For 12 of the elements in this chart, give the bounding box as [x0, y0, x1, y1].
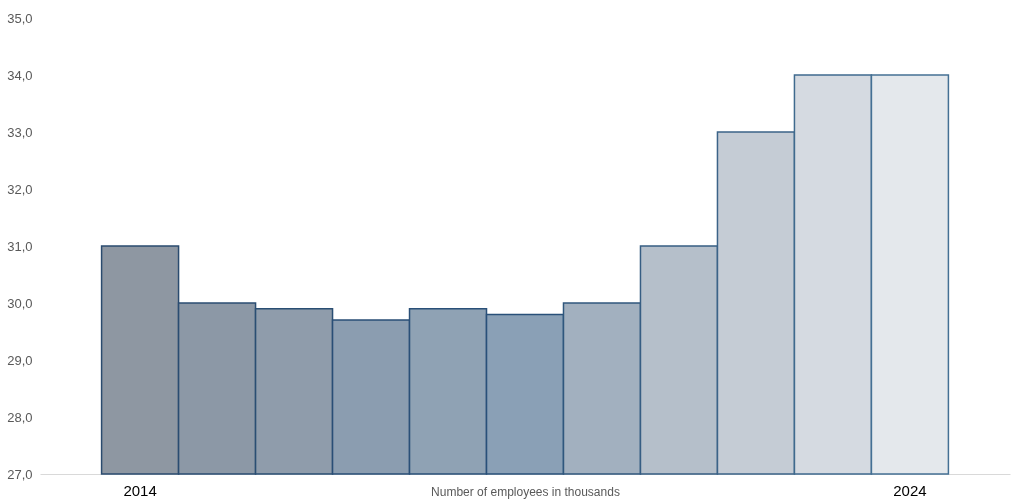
x-tick-label: 2024 [893, 481, 927, 499]
y-tick-label: 31,0 [7, 238, 33, 254]
y-tick-label: 30,0 [7, 295, 33, 311]
y-tick-label: 27,0 [7, 466, 33, 482]
y-tick-label: 33,0 [7, 124, 33, 140]
x-tick-label: 2014 [123, 481, 157, 499]
y-tick-label: 32,0 [7, 181, 33, 197]
y-tick-label: 28,0 [7, 409, 33, 425]
x-axis-title: Number of employees in thousands [431, 484, 620, 499]
y-tick-label: 35,0 [7, 10, 33, 26]
y-tick-label: 34,0 [7, 67, 33, 83]
y-tick-label: 29,0 [7, 352, 33, 368]
